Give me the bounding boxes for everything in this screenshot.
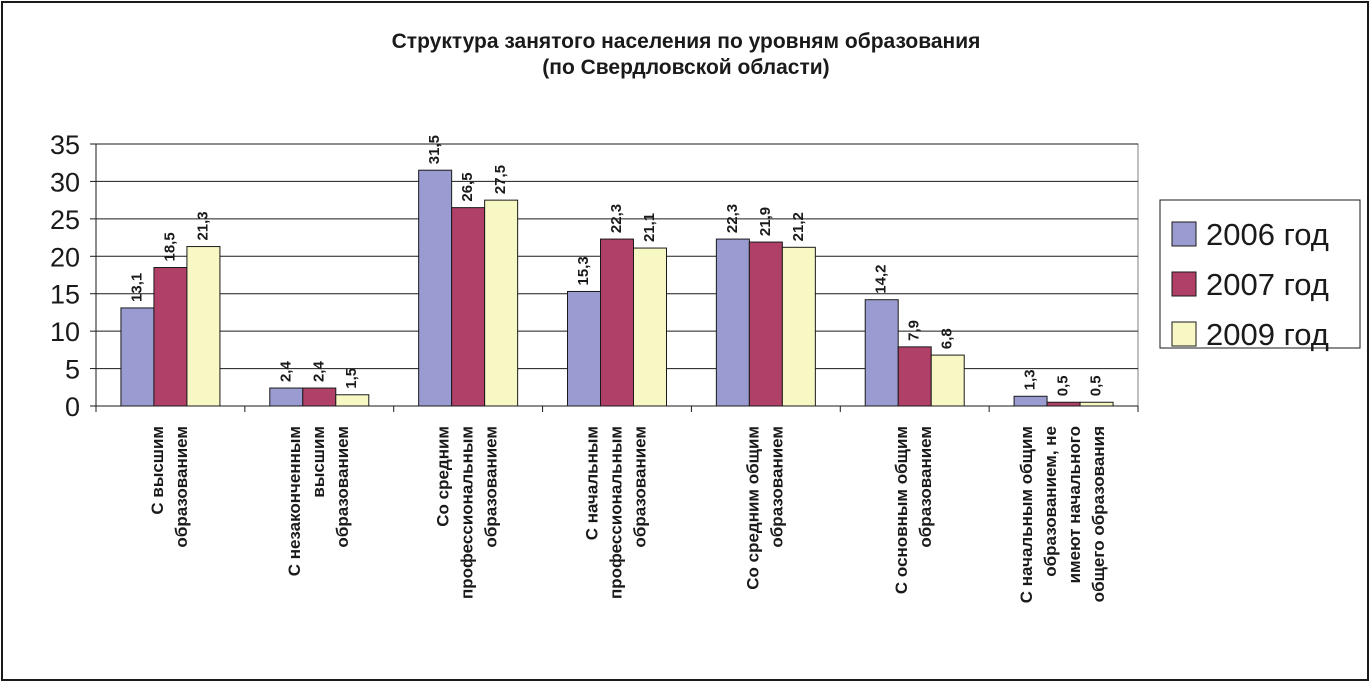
y-tick-label: 30 xyxy=(50,167,80,197)
data-label: 1,3 xyxy=(1022,369,1039,390)
y-tick-label: 20 xyxy=(50,242,80,272)
data-label: 0,5 xyxy=(1088,375,1105,396)
x-tick-label: Со средним xyxy=(434,426,453,527)
legend-label: 2009 год xyxy=(1206,317,1329,352)
x-tick-label: образованием, не xyxy=(1041,426,1060,577)
y-tick-label: 5 xyxy=(65,355,80,385)
x-tick-label: С основным общим xyxy=(892,426,911,594)
data-label: 15,3 xyxy=(575,256,592,285)
x-tick-label: образованием xyxy=(172,426,191,548)
data-label: 1,5 xyxy=(343,368,360,389)
data-label: 26,5 xyxy=(459,172,476,201)
plot-area: 0 5 10 15 20 25 30 35 13,1 2,4 31,5 15,3 22,3 14,2 1,3… xyxy=(50,130,1139,603)
x-tick-label: образованием xyxy=(767,426,786,548)
x-tick-label: общего образования xyxy=(1089,426,1108,602)
data-label: 7,9 xyxy=(906,320,923,341)
legend-label: 2007 год xyxy=(1206,267,1329,302)
bar xyxy=(930,354,965,407)
bar xyxy=(335,394,370,407)
x-tick-label: образованием xyxy=(630,426,649,548)
data-label: 31,5 xyxy=(426,135,443,164)
data-label: 0,5 xyxy=(1055,375,1072,396)
x-tick-label: высшим xyxy=(309,426,328,498)
bar xyxy=(186,246,221,407)
bar xyxy=(864,299,899,407)
legend-label: 2006 год xyxy=(1206,217,1329,252)
bar xyxy=(1046,401,1081,407)
chart-title-line: Структура занятого населения по уровням … xyxy=(392,30,981,53)
x-tick-label: профессиональным xyxy=(606,426,625,599)
bar xyxy=(418,169,453,407)
x-tick-label: образованием xyxy=(916,426,935,548)
y-tick-label: 35 xyxy=(50,130,80,160)
data-label: 18,5 xyxy=(161,232,178,261)
data-label: 14,2 xyxy=(873,264,890,293)
bar xyxy=(600,238,634,407)
bar xyxy=(302,387,337,407)
x-tick-label: С незаконченным xyxy=(285,426,304,576)
bar xyxy=(269,387,304,407)
bar xyxy=(897,346,932,407)
data-label: 27,5 xyxy=(492,165,509,194)
chart-title-line: (по Свердловской области) xyxy=(542,56,829,79)
y-tick-label: 15 xyxy=(50,280,80,310)
data-label: 2,4 xyxy=(277,361,294,383)
legend: 2006 год 2007 год 2009 год xyxy=(1159,199,1361,352)
data-label: 6,8 xyxy=(939,328,956,349)
bar xyxy=(715,238,750,407)
x-tick-label: С начальным xyxy=(582,426,601,540)
data-label: 21,2 xyxy=(790,212,807,241)
x-tick-label: образованием xyxy=(333,426,352,548)
data-label: 22,3 xyxy=(608,204,625,233)
y-tick-label: 0 xyxy=(65,392,80,422)
bar xyxy=(633,247,667,407)
legend-swatch xyxy=(1171,221,1197,247)
data-label: 13,1 xyxy=(128,273,145,302)
bar xyxy=(451,207,486,407)
bar xyxy=(153,267,188,407)
legend-swatch xyxy=(1171,271,1197,297)
bar xyxy=(1079,401,1114,407)
bar xyxy=(484,199,519,407)
bar xyxy=(567,290,601,407)
x-tick-label: имеют начального xyxy=(1065,426,1084,583)
bar xyxy=(748,241,783,407)
bar xyxy=(781,246,816,407)
data-label: 21,9 xyxy=(757,207,774,236)
bar xyxy=(1013,395,1048,407)
y-tick-label: 10 xyxy=(50,317,80,347)
legend-swatch xyxy=(1171,321,1197,347)
x-tick-label: профессиональным xyxy=(458,426,477,599)
data-label: 21,1 xyxy=(641,213,658,242)
chart-title: Структура занятого населения по уровням … xyxy=(392,30,981,79)
data-label: 21,3 xyxy=(194,211,211,240)
x-tick-label: С высшим xyxy=(148,426,167,515)
data-label: 2,4 xyxy=(310,361,327,383)
x-tick-label: Со средним общим xyxy=(743,426,762,590)
bar xyxy=(120,307,155,407)
x-tick-label: С начальным общим xyxy=(1017,426,1036,603)
x-tick-label: образованием xyxy=(482,426,501,548)
y-tick-label: 25 xyxy=(50,205,80,235)
data-label: 22,3 xyxy=(724,204,741,233)
